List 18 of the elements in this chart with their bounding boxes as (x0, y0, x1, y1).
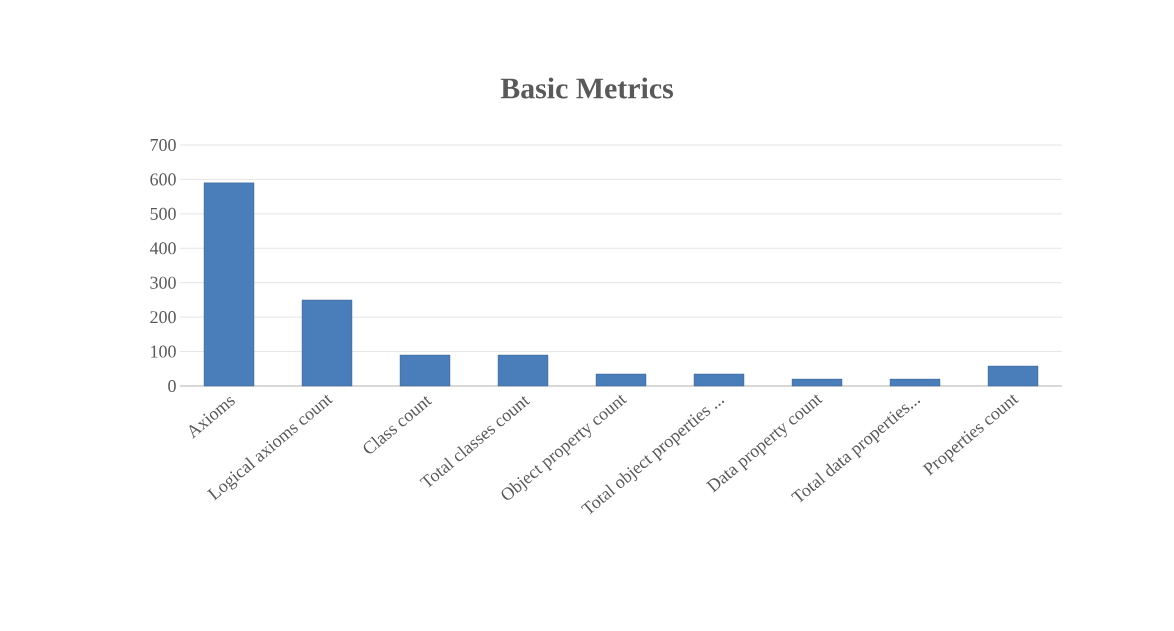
y-tick-label: 300 (150, 276, 176, 289)
y-tick-label: 0 (168, 379, 176, 393)
y-tick-label: 200 (150, 311, 176, 324)
bar (889, 378, 941, 387)
bar (203, 182, 255, 387)
y-tick-label: 500 (150, 207, 176, 220)
bar (399, 354, 451, 387)
y-tick-label: 100 (151, 345, 176, 358)
bar (595, 373, 647, 387)
bar (497, 354, 549, 387)
y-tick-label: 700 (150, 138, 176, 152)
bar (987, 365, 1039, 387)
chart-title: Basic Metrics (500, 77, 674, 99)
bar (791, 378, 843, 387)
bar (693, 373, 745, 387)
y-tick-label: 400 (149, 242, 176, 255)
y-tick-label: 600 (150, 173, 176, 186)
bar (301, 299, 353, 387)
